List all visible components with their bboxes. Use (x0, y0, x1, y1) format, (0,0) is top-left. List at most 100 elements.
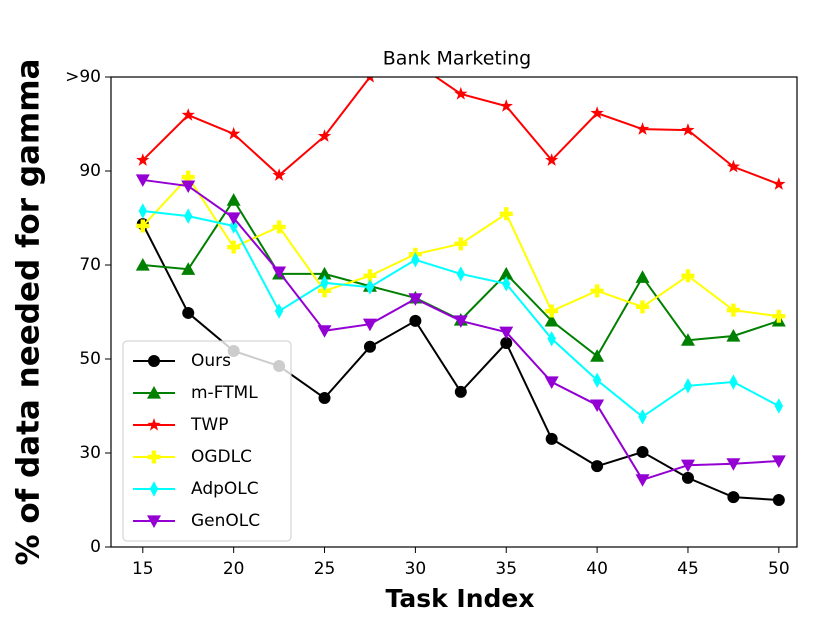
legend-label: Ours (191, 351, 231, 371)
data-point (635, 474, 650, 487)
x-axis-label: Task Index (386, 584, 535, 613)
legend-marker (148, 355, 160, 367)
x-tick-label: 20 (223, 559, 245, 579)
data-point (318, 284, 332, 298)
data-point (181, 180, 196, 194)
data-point (181, 170, 195, 184)
data-point (771, 455, 786, 468)
data-point (454, 237, 468, 251)
data-point (774, 398, 784, 414)
y-tick-label: 90 (79, 161, 101, 181)
data-point (317, 129, 332, 142)
data-point (365, 279, 375, 295)
plot-area (135, 77, 786, 506)
data-point (317, 325, 332, 338)
legend-label: m-FTML (191, 383, 258, 403)
data-point (636, 446, 649, 459)
legend-marker (147, 386, 161, 399)
y-tick-label: 70 (79, 255, 101, 275)
data-point (592, 372, 602, 388)
data-point (317, 266, 332, 280)
y-tick-label: 30 (79, 443, 101, 463)
data-point (499, 326, 514, 340)
data-point (726, 303, 740, 317)
y-tick-label: 0 (90, 537, 101, 557)
data-point (590, 284, 604, 298)
data-point (454, 385, 467, 398)
data-point (226, 193, 241, 206)
legend-marker (149, 481, 159, 497)
data-point (182, 306, 195, 319)
data-point (363, 269, 377, 283)
data-point (729, 374, 738, 390)
legend-label: GenOLC (191, 511, 260, 531)
data-point (454, 86, 468, 100)
x-tick-label: 45 (677, 559, 699, 579)
data-point (135, 258, 150, 271)
data-point (272, 266, 287, 280)
legend-box (122, 340, 292, 542)
legend-marker (147, 515, 161, 528)
axes-frame (110, 76, 798, 548)
data-point (590, 399, 605, 413)
data-point (681, 123, 695, 136)
data-point (363, 340, 376, 353)
y-tick-label: >90 (65, 67, 101, 87)
data-point (590, 349, 605, 362)
data-point (135, 174, 150, 187)
data-point (227, 126, 241, 140)
data-point (272, 168, 286, 181)
data-point (635, 270, 650, 283)
x-tick-label: 25 (314, 559, 336, 579)
data-point (408, 293, 423, 306)
data-point (681, 471, 694, 484)
data-point (545, 432, 558, 445)
y-axis-label: % of data needed for gamma (11, 59, 47, 566)
data-point (499, 99, 513, 112)
data-point (500, 337, 513, 350)
legend-label: TWP (190, 415, 228, 435)
data-point (136, 153, 150, 166)
data-point (547, 331, 556, 347)
data-point (409, 314, 422, 327)
data-point (136, 219, 150, 233)
data-point (591, 460, 604, 473)
data-point (365, 77, 375, 83)
data-point (638, 409, 647, 425)
data-point (502, 276, 511, 292)
data-point (772, 177, 786, 190)
data-point (726, 458, 741, 471)
data-point (544, 313, 559, 327)
data-point (727, 491, 740, 504)
legend-marker (147, 450, 161, 464)
data-point (226, 212, 241, 225)
x-tick-label: 50 (768, 559, 790, 579)
data-point (772, 309, 786, 323)
data-point (453, 315, 468, 328)
data-point (545, 304, 559, 318)
data-point (229, 218, 238, 234)
data-point (680, 459, 695, 473)
data-point (544, 376, 559, 390)
x-tick-label: 30 (405, 559, 427, 579)
data-point (227, 240, 241, 254)
data-point (320, 275, 329, 291)
data-point (272, 220, 286, 234)
data-point (456, 266, 466, 282)
data-point (545, 153, 559, 166)
chart-title: Bank Marketing (383, 48, 531, 70)
data-point (772, 494, 785, 506)
data-point (499, 207, 513, 221)
data-point (138, 203, 148, 219)
data-point (683, 378, 693, 394)
data-point (590, 106, 604, 119)
data-point (181, 108, 195, 121)
data-point (726, 328, 741, 342)
data-point (274, 303, 284, 319)
data-point (680, 333, 695, 346)
y-tick-label: 50 (79, 349, 101, 369)
legend-label: OGDLC (191, 447, 252, 467)
series-line (142, 77, 780, 186)
data-point (726, 159, 741, 173)
